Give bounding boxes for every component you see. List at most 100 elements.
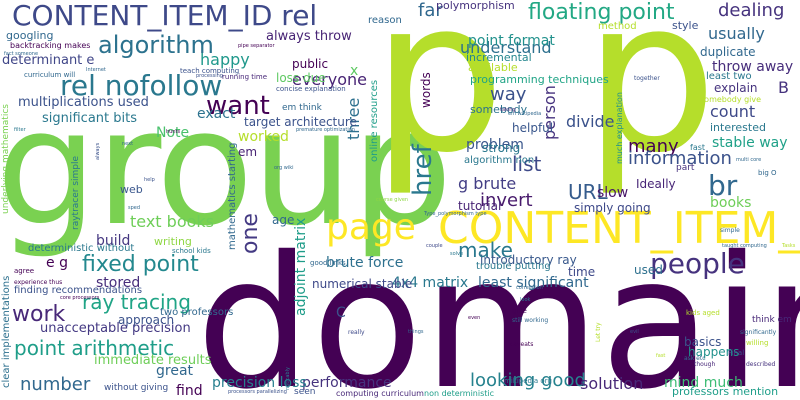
word-list: list	[512, 152, 542, 176]
word-big-o: big O	[758, 169, 777, 177]
word-raytracer-simple: raytracer simple	[71, 155, 81, 230]
word-tutorial: tutorial	[458, 199, 502, 213]
word-determinant-e: determinant e	[2, 53, 95, 68]
word-multi-core: taking	[500, 107, 516, 113]
word-hours: fast	[656, 353, 666, 359]
word-somebody-give: somebody give	[700, 95, 762, 104]
word-method: method	[598, 21, 637, 32]
word-find: find	[176, 383, 203, 399]
word-introductory-ray: introductory ray	[480, 253, 577, 267]
word-target-architecture: target architecture	[244, 115, 357, 129]
word-computing-curriculum: computing curriculum	[336, 389, 424, 398]
word-worked: worked	[238, 129, 289, 145]
word-performance: performance	[302, 375, 392, 391]
word-build: build	[96, 233, 131, 249]
word-sped: help	[144, 177, 155, 183]
word-next: Internet	[86, 67, 106, 73]
word-everyone: everyone	[292, 70, 367, 89]
word-style: style	[672, 19, 699, 32]
word-without-giving: without giving	[104, 383, 169, 393]
word-unacceptable-precision: unacceptable precision	[40, 321, 191, 336]
word-writing: writing	[154, 235, 192, 248]
word-deterministic-without: deterministic without	[28, 243, 135, 254]
word-significantly: significantly	[740, 329, 777, 336]
word-books: books	[710, 195, 752, 211]
word-c: C	[336, 305, 346, 321]
word-always-throw: always throw	[266, 29, 352, 44]
word-number: number	[20, 374, 91, 395]
word-content-item-id-rel: CONTENT_ITEM_ID rel	[12, 0, 318, 32]
word-help: next	[122, 141, 134, 147]
word-numerical-stable: numerical stable	[312, 277, 413, 291]
word-words: words	[419, 72, 433, 108]
word-least-two: least two	[706, 71, 752, 82]
word-algorithm-non: algorithm non	[464, 155, 535, 166]
word-processing: processing	[196, 73, 223, 79]
word-looking-good: looking good	[470, 370, 586, 391]
word-age: age	[272, 213, 295, 227]
word-domain: domain	[196, 217, 800, 400]
word-count: count	[710, 102, 756, 121]
word-agree: agree	[14, 267, 35, 275]
word-divide: divide	[566, 112, 615, 131]
word-stable-way: stable way	[712, 135, 788, 151]
word-fast: fast	[690, 143, 706, 152]
word-invert: invert	[480, 190, 533, 211]
word-immediate-results: immediate results	[94, 353, 212, 368]
word-online-resources: online resources	[369, 79, 380, 162]
word-happens: happens	[688, 345, 740, 359]
word-e-g: e g	[46, 255, 68, 271]
word-explain: explain	[714, 81, 758, 95]
word-couple: solve	[450, 251, 464, 257]
word-interested: interested	[710, 121, 766, 134]
word-mathematics-starting: mathematics starting	[227, 142, 238, 251]
word-many: many	[628, 136, 679, 157]
word-internet: fact someone	[4, 51, 39, 57]
word-trouble-putting: trouble putting	[476, 261, 551, 272]
word-together: together	[634, 75, 660, 82]
word-helpful: helpful	[512, 121, 554, 135]
word-great: great	[156, 363, 194, 379]
word-information: information	[628, 148, 732, 169]
word-people: people	[650, 247, 745, 280]
word-googling: googling	[6, 29, 54, 42]
word-course-given: course given	[376, 197, 409, 203]
word-g-brute: g brute	[458, 174, 517, 193]
word-brute-force: brute force	[326, 255, 404, 271]
word-underlying-mathematics: underlying mathematics	[1, 104, 11, 214]
word-hunts: filter	[14, 127, 26, 133]
word-p-right: p	[584, 0, 718, 199]
word-think-em: think em	[752, 315, 792, 325]
word-available: available	[468, 61, 518, 74]
word-running-time: running time	[222, 73, 268, 81]
word-adjoint-matrix: adjoint matrix	[293, 217, 309, 316]
word-backtracking-makes: backtracking makes	[10, 41, 91, 50]
word-note: Note	[156, 125, 190, 141]
word-simply-going: simply going	[574, 201, 651, 215]
word-willing: willing	[746, 339, 769, 347]
word-br: br	[708, 169, 738, 202]
word-caveats: caveats	[510, 341, 534, 348]
word-professors-mention: professors mention	[672, 385, 779, 398]
word-dealing: dealing	[718, 0, 785, 21]
word-4x4-matrix: 4x4 matrix	[392, 275, 469, 291]
word-em-think: em think	[282, 103, 322, 113]
word-time: time	[568, 265, 596, 279]
word-two-professors: two professors	[160, 307, 234, 318]
word-much-explanation: much explanation	[615, 92, 624, 164]
word-exact: exact	[197, 106, 236, 122]
word-want: want	[206, 91, 270, 121]
word-x: x	[350, 63, 359, 79]
word-usually: usually	[708, 24, 765, 43]
word-give: give	[512, 307, 527, 315]
word-approach: approach	[118, 313, 175, 327]
word-teach-computing: teach computing	[180, 67, 240, 75]
word-curriculum-will: curriculum will	[24, 71, 76, 79]
word-point-format: point format	[468, 33, 555, 49]
word-polymorphism: polymorphism	[436, 0, 515, 12]
word-taught-computing: Let try	[595, 322, 602, 342]
word-described: described	[746, 361, 776, 368]
word-fact-someone: multi core	[736, 157, 762, 163]
word-group: group	[0, 74, 453, 261]
